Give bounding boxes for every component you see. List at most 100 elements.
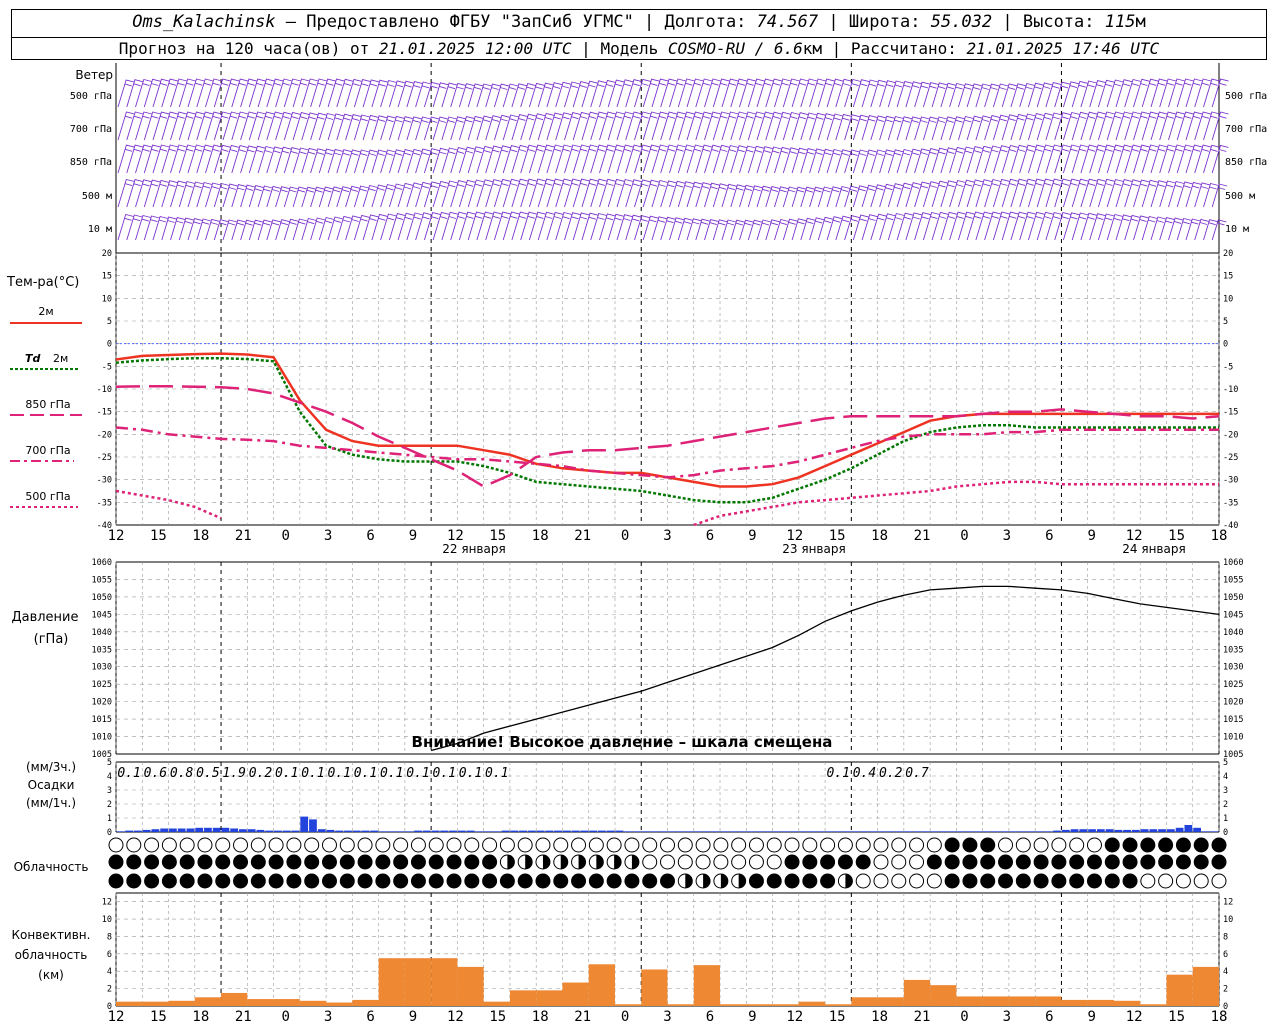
wind-barb (213, 111, 231, 141)
lat-value: 55.032 (930, 12, 993, 32)
cloud-cover-symbol (588, 837, 604, 853)
cloud-cover-symbol (873, 873, 889, 889)
precip-bar (948, 831, 956, 832)
wind-barb (564, 81, 581, 108)
convective-bar (483, 1001, 510, 1006)
wind-barb (257, 111, 275, 141)
wind-barb (135, 179, 152, 208)
wind-barb (423, 81, 440, 108)
wind-barb (599, 79, 616, 108)
wind-barb (388, 149, 405, 174)
precip-bar (1166, 829, 1175, 832)
wind-barb (590, 111, 608, 141)
precip-bar (720, 831, 729, 832)
cloud-cover-symbol (1069, 873, 1085, 889)
convective-bar (352, 999, 379, 1006)
cloud-cover-symbol (233, 837, 249, 853)
time-tick-label: 6 (706, 1009, 714, 1024)
cloud-cover-half (631, 855, 639, 869)
wind-barb (292, 112, 310, 141)
wind-barb (677, 111, 695, 141)
time-tick-label: 18 (192, 528, 209, 544)
time-tick-label: 6 (366, 528, 374, 544)
cloud-cover-half (578, 855, 586, 869)
precip-3h-label: 0.4 (853, 766, 876, 781)
precip-bar (1140, 829, 1149, 832)
precip-bar (405, 831, 414, 832)
cloud-cover-symbol (464, 854, 480, 870)
precip-bar (869, 831, 878, 832)
time-tick-label: 3 (663, 528, 671, 544)
wind-barb (1010, 83, 1027, 108)
precip-bar (352, 830, 361, 832)
precip-bar (904, 831, 913, 832)
wind-barb (712, 111, 730, 141)
wind-barb (730, 145, 748, 174)
time-tick-label: 9 (1088, 1009, 1096, 1024)
wind-barb (590, 80, 607, 108)
precip-bar (1009, 831, 1018, 832)
wind-barb (318, 78, 336, 108)
wind-barb (957, 179, 975, 208)
precip-bar (597, 830, 606, 832)
precip-bar (457, 830, 466, 832)
cloud-cover-symbol (1175, 854, 1191, 870)
wind-barb (1010, 178, 1028, 208)
wind-barb (1089, 80, 1106, 108)
wind-barb (931, 82, 948, 108)
wind-barb (712, 183, 729, 208)
cloud-cover-half (738, 874, 746, 888)
wind-barb (1054, 81, 1071, 108)
wind-barb (555, 144, 573, 174)
time-tick-label: 18 (871, 1009, 888, 1024)
wind-barb (782, 111, 800, 141)
cloud-cover-symbol (108, 854, 124, 870)
y-tick-label-left: 5 (107, 758, 112, 768)
precip-bar (1105, 829, 1114, 832)
wind-barb (275, 78, 293, 108)
wind-barb (161, 180, 178, 208)
wind-barb (704, 182, 720, 208)
precip-bar (212, 827, 221, 832)
convective-bar (877, 997, 904, 1006)
cloud-cover-symbol (286, 837, 302, 853)
cloud-cover-symbol (1158, 854, 1174, 870)
wind-barb (240, 145, 257, 174)
wind-barb (844, 114, 861, 141)
wind-barb (441, 211, 459, 241)
precip-bar (799, 831, 808, 832)
convective-bar (509, 990, 537, 1006)
y-tick-label-left: 20 (102, 249, 112, 259)
wind-barb (152, 144, 170, 174)
wind-level-label-left: 700 гПа (70, 124, 112, 135)
cloud-cover-symbol (731, 837, 747, 853)
precip-bar (1149, 829, 1158, 832)
precip-3h-label: 0.1 (380, 766, 403, 781)
cloud-cover-symbol (144, 873, 160, 889)
cloud-cover-symbol (1158, 837, 1174, 853)
cloud-cover-symbol (215, 854, 231, 870)
wind-barb (695, 78, 713, 108)
wind-barb (625, 214, 642, 241)
precip-3h-label: 0.1 (354, 766, 377, 781)
wind-barb (1097, 111, 1115, 141)
wind-barb (1133, 144, 1150, 174)
wind-barb (318, 148, 335, 174)
precip-bar (545, 830, 554, 832)
lat-label: Широта: (848, 12, 921, 32)
wind-barb (669, 78, 687, 108)
wind-barb (800, 148, 817, 174)
precip-bar (510, 830, 519, 832)
wind-barb (485, 145, 502, 174)
wind-barb (870, 149, 886, 174)
precip-3h-label: 0.2 (879, 766, 903, 781)
cloud-cover-symbol (624, 873, 640, 889)
wind-barb (765, 78, 783, 108)
wind-barb (1036, 211, 1054, 241)
precip-bar (554, 830, 562, 832)
wind-barb (1019, 113, 1036, 141)
wind-barb (301, 78, 319, 108)
wind-title: Ветер (75, 68, 113, 82)
precip-bar (571, 830, 580, 832)
wind-barb (205, 111, 223, 141)
